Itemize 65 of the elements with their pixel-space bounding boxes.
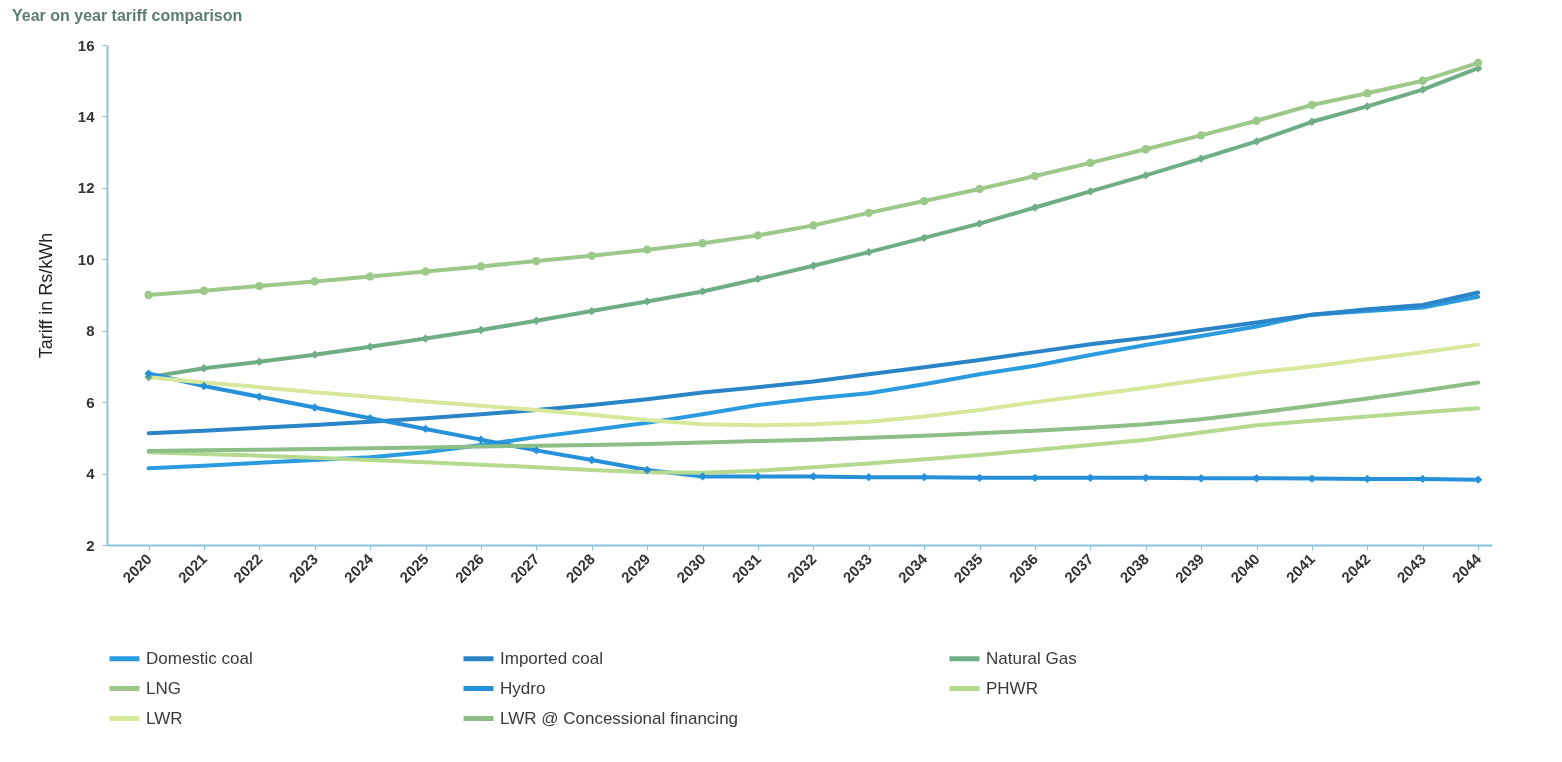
y-tick-label: 14	[77, 107, 96, 125]
y-tick-label: 12	[77, 179, 95, 197]
point	[587, 251, 596, 260]
point	[1307, 100, 1317, 110]
point	[1252, 116, 1261, 125]
legend-label: LWR @ Concessional financing	[500, 708, 739, 728]
point	[532, 316, 541, 325]
line-series	[146, 290, 1481, 436]
y-tick-label: 8	[86, 322, 95, 340]
point	[310, 277, 319, 286]
point	[421, 267, 430, 276]
y-axis-title: Tariff in Rs/kWh	[35, 232, 56, 359]
point	[310, 403, 319, 412]
line-series	[146, 380, 1481, 454]
legend-label: Hydro	[500, 678, 546, 698]
legend-label: Natural Gas	[986, 648, 1077, 668]
point	[1086, 158, 1095, 168]
point	[1418, 76, 1427, 85]
point	[1307, 117, 1317, 126]
point	[365, 272, 375, 281]
point	[698, 239, 707, 248]
point	[1196, 154, 1206, 163]
legend-label: PHWR	[986, 678, 1038, 698]
point	[809, 221, 818, 230]
point	[642, 465, 652, 475]
point	[476, 262, 486, 271]
point	[809, 261, 818, 270]
point	[1473, 58, 1483, 68]
point	[144, 290, 153, 300]
point	[1418, 85, 1427, 94]
legend-label: LNG	[146, 678, 181, 698]
legend-label: LWR	[146, 708, 183, 728]
point	[1086, 187, 1095, 196]
point	[975, 473, 984, 483]
point	[975, 219, 984, 228]
point	[864, 208, 873, 218]
point	[1252, 137, 1261, 146]
chart-title: Year on year tariff comparison	[12, 7, 243, 24]
point	[1030, 203, 1040, 212]
y-tick-label: 16	[77, 36, 95, 54]
legend-label: Imported coal	[500, 648, 603, 668]
point	[421, 424, 430, 434]
y-tick-label: 10	[77, 250, 95, 268]
point	[753, 231, 763, 240]
point	[1252, 474, 1261, 483]
point	[975, 184, 984, 194]
point	[199, 286, 209, 295]
point	[1363, 102, 1372, 111]
point	[532, 256, 541, 266]
y-tick-label: 4	[86, 465, 96, 483]
y-tick-label: 6	[86, 393, 95, 411]
point	[1141, 145, 1150, 154]
point	[1196, 131, 1206, 140]
point	[476, 435, 486, 444]
point	[642, 245, 652, 254]
legend-label: Domestic coal	[146, 648, 253, 668]
y-tick-label: 2	[86, 536, 95, 554]
point	[919, 196, 929, 206]
point	[1363, 89, 1372, 98]
point	[1030, 171, 1040, 181]
point	[1141, 171, 1150, 180]
point	[587, 455, 596, 465]
point	[255, 392, 264, 401]
point	[144, 369, 153, 378]
point	[255, 281, 264, 291]
